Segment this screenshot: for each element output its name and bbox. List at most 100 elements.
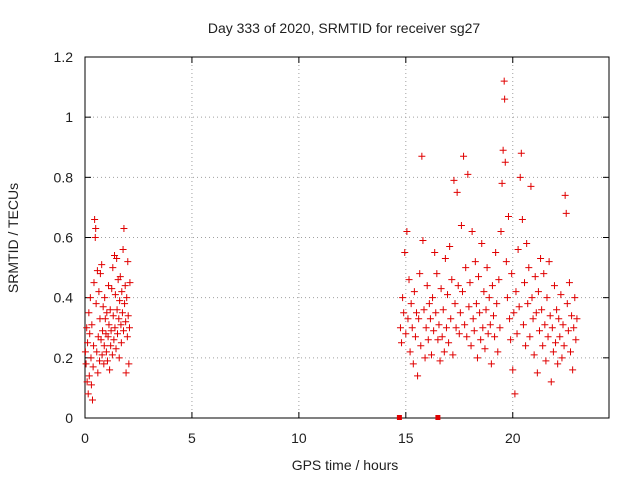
data-point bbox=[487, 321, 494, 328]
data-point bbox=[547, 312, 554, 319]
data-point bbox=[515, 246, 522, 253]
y-tick-label: 0.2 bbox=[54, 350, 74, 366]
data-point bbox=[408, 300, 415, 307]
data-point bbox=[105, 321, 112, 328]
data-point bbox=[95, 288, 102, 295]
data-point bbox=[435, 321, 442, 328]
data-point bbox=[460, 153, 467, 160]
y-tick-label: 0.6 bbox=[54, 230, 74, 246]
data-point bbox=[96, 357, 103, 364]
data-point bbox=[545, 333, 552, 340]
data-point bbox=[569, 366, 576, 373]
data-point bbox=[473, 300, 480, 307]
y-tick-label: 1.2 bbox=[54, 49, 74, 65]
data-point bbox=[427, 315, 434, 322]
data-point bbox=[539, 342, 546, 349]
data-point bbox=[93, 348, 100, 355]
data-point bbox=[124, 333, 131, 340]
data-point bbox=[109, 351, 116, 358]
data-point bbox=[87, 354, 94, 361]
data-point bbox=[499, 180, 506, 187]
data-point bbox=[560, 321, 567, 328]
axis-ticks: 0 0.2 0.4 0.6 0.8 1 1.2 0 5 10 15 20 bbox=[54, 49, 609, 446]
data-point bbox=[101, 294, 108, 301]
data-point bbox=[554, 360, 561, 367]
data-point bbox=[90, 342, 97, 349]
data-point bbox=[410, 360, 417, 367]
data-point bbox=[446, 243, 453, 250]
data-point bbox=[483, 306, 490, 313]
data-point bbox=[506, 315, 513, 322]
data-point bbox=[504, 294, 511, 301]
data-point bbox=[484, 264, 491, 271]
data-point bbox=[94, 267, 101, 274]
data-point bbox=[500, 147, 507, 154]
data-point bbox=[107, 342, 114, 349]
data-point bbox=[126, 324, 133, 331]
data-point bbox=[493, 300, 500, 307]
data-point bbox=[91, 216, 98, 223]
y-tick-label: 0 bbox=[65, 410, 73, 426]
data-point bbox=[86, 372, 93, 379]
data-point bbox=[94, 369, 101, 376]
data-point bbox=[557, 291, 564, 298]
data-point bbox=[445, 339, 452, 346]
data-point bbox=[99, 351, 106, 358]
data-point bbox=[566, 279, 573, 286]
data-point bbox=[549, 324, 556, 331]
data-point bbox=[489, 282, 496, 289]
data-point bbox=[502, 159, 509, 166]
baseline-marker bbox=[435, 415, 440, 420]
data-point bbox=[538, 306, 545, 313]
data-point bbox=[448, 276, 455, 283]
data-point bbox=[438, 285, 445, 292]
data-point bbox=[117, 321, 124, 328]
data-point bbox=[518, 150, 525, 157]
data-point bbox=[567, 348, 574, 355]
data-point bbox=[416, 270, 423, 277]
data-point bbox=[83, 360, 90, 367]
data-point bbox=[112, 291, 119, 298]
data-point bbox=[531, 351, 538, 358]
data-point bbox=[458, 222, 465, 229]
data-point bbox=[555, 315, 562, 322]
data-point bbox=[490, 312, 497, 319]
data-point bbox=[415, 315, 422, 322]
data-point bbox=[469, 228, 476, 235]
data-point bbox=[495, 276, 502, 283]
data-point bbox=[492, 249, 499, 256]
data-point bbox=[564, 300, 571, 307]
data-point bbox=[119, 309, 126, 316]
data-point bbox=[527, 183, 534, 190]
data-point bbox=[521, 279, 528, 286]
data-point bbox=[571, 294, 578, 301]
data-point bbox=[524, 300, 531, 307]
data-point bbox=[522, 342, 529, 349]
data-point bbox=[546, 258, 553, 265]
data-point bbox=[108, 285, 115, 292]
data-point bbox=[124, 258, 131, 265]
data-point bbox=[107, 306, 114, 313]
data-point bbox=[440, 306, 447, 313]
data-point bbox=[85, 390, 92, 397]
data-point bbox=[423, 324, 430, 331]
data-point bbox=[465, 303, 472, 310]
data-point bbox=[450, 177, 457, 184]
data-point bbox=[432, 309, 439, 316]
data-point bbox=[401, 249, 408, 256]
data-point bbox=[526, 333, 533, 340]
data-point bbox=[109, 264, 116, 271]
data-point bbox=[523, 240, 530, 247]
y-tick-label: 0.8 bbox=[54, 169, 74, 185]
data-point bbox=[90, 279, 97, 286]
data-point bbox=[508, 270, 515, 277]
data-point bbox=[443, 324, 450, 331]
data-point bbox=[104, 357, 111, 364]
data-point bbox=[497, 228, 504, 235]
data-point bbox=[491, 333, 498, 340]
data-point bbox=[439, 333, 446, 340]
x-axis-label: GPS time / hours bbox=[292, 457, 399, 473]
data-point bbox=[101, 342, 108, 349]
data-point bbox=[532, 273, 539, 280]
data-point bbox=[561, 342, 568, 349]
